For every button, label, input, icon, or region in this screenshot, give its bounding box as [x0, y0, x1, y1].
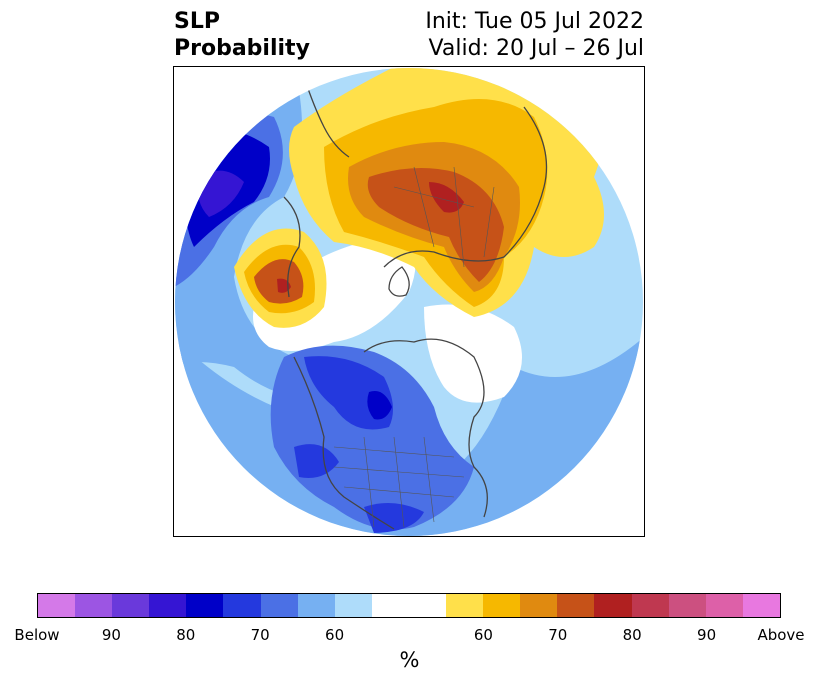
- init-date: Init: Tue 05 Jul 2022: [425, 9, 644, 34]
- colorbar-segment: [186, 594, 224, 617]
- colorbar-tick-label: Below: [14, 626, 60, 644]
- colorbar-segment: [446, 594, 484, 617]
- title-line-type: Probability: [174, 36, 310, 61]
- colorbar-segment: [483, 594, 521, 617]
- political-borders: [333, 166, 495, 528]
- colorbar-tick-label: 60: [325, 626, 345, 644]
- colorbar-segment: [631, 594, 669, 617]
- colorbar-segment: [742, 594, 780, 617]
- colorbar-tick-label: 90: [101, 626, 121, 644]
- coastline-greenland: [388, 266, 410, 297]
- colorbar-segment: [75, 594, 113, 617]
- colorbar-tick-label: 80: [622, 626, 642, 644]
- coastline-europe: [303, 76, 350, 158]
- colorbar-segment: [38, 594, 76, 617]
- coastline-north-america: [363, 338, 488, 518]
- coastline-eurasia: [383, 106, 548, 268]
- low-prob-east-us: [364, 503, 424, 533]
- probability-map: [173, 66, 645, 537]
- colorbar-tick-label: Above: [757, 626, 805, 644]
- country-borders-eurasia: [393, 166, 495, 268]
- colorbar-tick-label: 70: [548, 626, 568, 644]
- low-prob-canada-core: [367, 391, 392, 420]
- colorbar-segment: [668, 594, 706, 617]
- colorbar-segment: [520, 594, 558, 617]
- colorbar-segment: [594, 594, 632, 617]
- low-prob-band: [175, 337, 643, 536]
- above-prob-arctic-70: [367, 168, 504, 282]
- colorbar-ticks: Below 90 80 70 60 60 70 80 90 Above: [14, 626, 804, 646]
- map-title: SLP Probability: [174, 8, 310, 62]
- colorbar: [37, 593, 781, 618]
- coastlines: [283, 76, 548, 530]
- colorbar-label: %: [399, 648, 420, 672]
- colorbar-segment: [371, 594, 409, 617]
- above-prob-arctic-core: [429, 182, 464, 213]
- low-prob-west-peak: [197, 170, 244, 217]
- colorbar-segment: [149, 594, 187, 617]
- valid-period: Valid: 20 Jul – 26 Jul: [428, 36, 644, 61]
- colorbar-tick-label: 70: [250, 626, 270, 644]
- colorbar-segment: [705, 594, 743, 617]
- low-prob-west-us: [294, 444, 339, 478]
- colorbar-tick-label: 90: [697, 626, 717, 644]
- colorbar-segment: [223, 594, 261, 617]
- probability-fill: [175, 68, 643, 536]
- colorbar-tick-label: 80: [176, 626, 196, 644]
- near-normal-arctic: [424, 304, 522, 403]
- title-line-variable: SLP: [174, 9, 220, 34]
- colorbar-segment: [334, 594, 372, 617]
- coastline-west-america: [293, 356, 395, 530]
- colorbar-segment: [112, 594, 150, 617]
- colorbar-tick-label: 60: [473, 626, 493, 644]
- colorbar-segment: [260, 594, 298, 617]
- us-state-borders: [333, 436, 465, 528]
- colorbar-segment: [557, 594, 595, 617]
- colorbar-segment: [297, 594, 335, 617]
- forecast-dates: Init: Tue 05 Jul 2022 Valid: 20 Jul – 26…: [425, 8, 644, 62]
- colorbar-segment: [408, 594, 447, 617]
- coastline-pacific: [283, 196, 301, 298]
